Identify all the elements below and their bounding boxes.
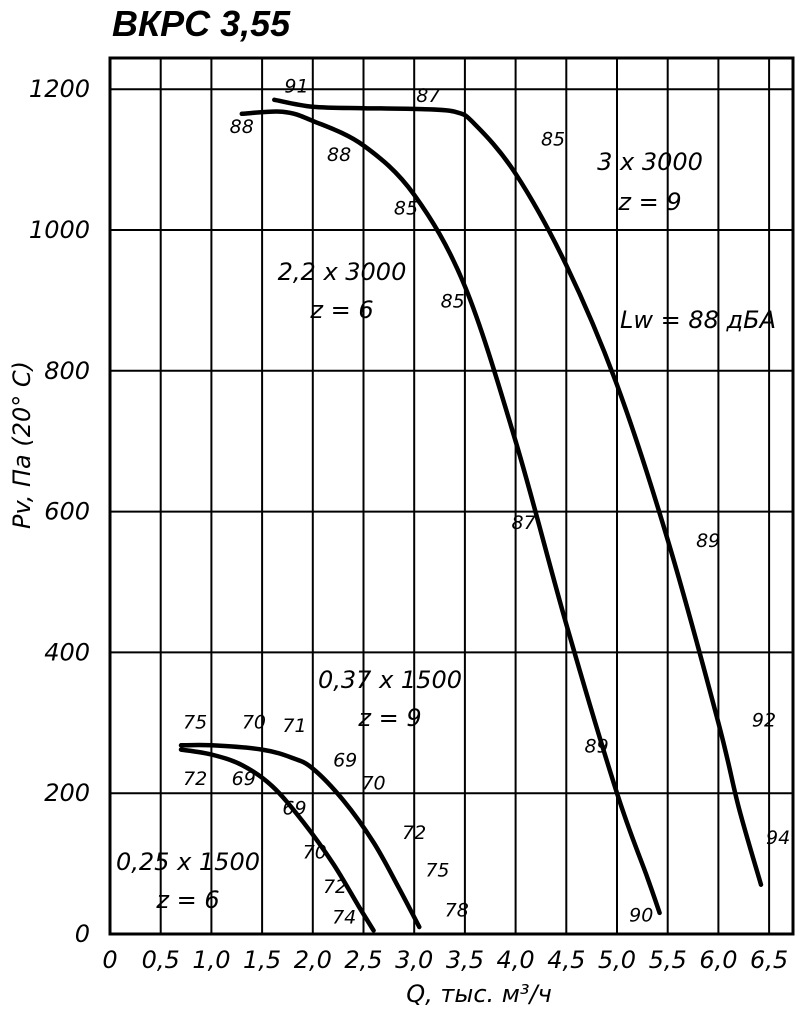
noise-label: 92: [752, 709, 776, 731]
x-tick-label: 4,0: [497, 946, 535, 974]
noise-label: 75: [425, 859, 449, 881]
y-tick-label: 600: [44, 498, 90, 526]
noise-label: 89: [585, 735, 609, 757]
x-tick-label: 2,5: [344, 946, 382, 974]
x-tick-label: 4,5: [547, 946, 585, 974]
x-tick-label: 2,0: [294, 946, 332, 974]
noise-label: 94: [766, 827, 790, 849]
plot-frame: [108, 56, 795, 936]
noise-label: 69: [232, 768, 256, 790]
series-curve-1: [239, 109, 662, 916]
noise-label: 85: [541, 129, 565, 151]
x-tick-label: 1,0: [192, 946, 230, 974]
y-axis-label: Pv, Па (20° С): [8, 361, 36, 529]
noise-label: 85: [394, 198, 418, 220]
series-label-3-motor: 0,25 x 1500: [116, 848, 260, 876]
chart-title: ВКРС 3,55: [112, 3, 291, 44]
x-tick-label: 6,0: [699, 946, 737, 974]
x-tick-label: 5,5: [649, 946, 687, 974]
x-axis-ticks: 0 0,5 1,0 1,5 2,0 2,5 3,0 3,5 4,0 4,5 5,0 5,5 6,0 6,5: [102, 946, 788, 974]
noise-label: 87: [416, 85, 440, 107]
noise-label: 72: [323, 876, 347, 898]
noise-label: 74: [332, 906, 356, 928]
sound-power-note: Lw = 88 дБА: [620, 306, 776, 334]
x-tick-label: 0,5: [142, 946, 180, 974]
noise-label: 91: [284, 76, 308, 98]
x-tick-label: 5,0: [598, 946, 636, 974]
series-label-3-blades: z = 6: [155, 886, 219, 914]
noise-label: 88: [327, 144, 351, 166]
noise-label: 71: [282, 715, 306, 737]
noise-label: 70: [361, 773, 385, 795]
y-tick-label: 400: [44, 638, 90, 666]
series-curve-3: [178, 747, 376, 933]
series-label-2-motor: 0,37 x 1500: [318, 666, 462, 694]
noise-label: 69: [282, 797, 306, 819]
y-tick-label: 200: [44, 779, 90, 807]
grid: [110, 58, 793, 934]
y-tick-label: 1200: [29, 75, 90, 103]
noise-label: 89: [696, 530, 720, 552]
noise-label: 72: [402, 822, 426, 844]
series-label-1-motor: 2,2 x 3000: [278, 258, 407, 286]
series-curve-0: [272, 97, 764, 887]
x-tick-label: 6,5: [750, 946, 788, 974]
x-axis-label: Q, тыс. м³/ч: [406, 980, 552, 1008]
y-tick-label: 800: [44, 357, 90, 385]
noise-label: 75: [183, 711, 207, 733]
series-label-0-motor: 3 x 3000: [597, 148, 703, 176]
y-tick-label: 0: [75, 920, 90, 948]
noise-label: 72: [183, 768, 207, 790]
noise-label: 90: [629, 904, 653, 926]
series-curve-2: [178, 742, 422, 930]
series-label-1-blades: z = 6: [309, 296, 373, 324]
x-tick-label: 1,5: [243, 946, 281, 974]
x-tick-label: 3,5: [446, 946, 484, 974]
noise-label: 87: [512, 512, 536, 534]
series-curves: [178, 97, 764, 933]
noise-label: 88: [230, 116, 254, 138]
series-label-0-blades: z = 9: [617, 188, 681, 216]
noise-label: 78: [445, 899, 469, 921]
series-label-2-blades: z = 9: [357, 704, 421, 732]
x-tick-label: 3,0: [395, 946, 433, 974]
noise-label: 70: [303, 842, 327, 864]
noise-label: 69: [333, 749, 357, 771]
noise-label: 85: [441, 290, 465, 312]
y-axis-ticks: 0 200 400 600 800 1000 1200: [29, 75, 90, 948]
x-tick-label: 0: [102, 946, 117, 974]
noise-label: 70: [242, 711, 266, 733]
series-labels: 3 x 3000 z = 9 2,2 x 3000 z = 6 0,37 x 1500 z…: [116, 148, 703, 914]
y-tick-label: 1000: [29, 216, 90, 244]
